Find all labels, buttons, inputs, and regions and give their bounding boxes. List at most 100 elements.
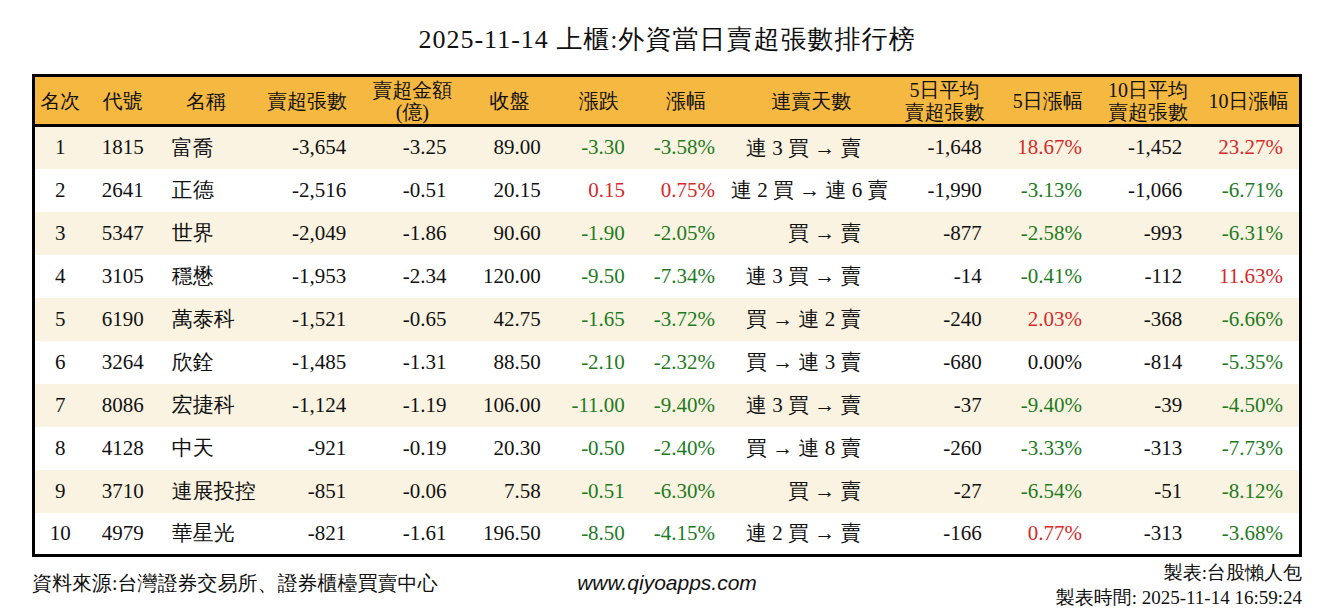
table-cell: -14 xyxy=(891,255,997,298)
table-cell: 2 xyxy=(34,169,86,212)
table-cell: 18.67% xyxy=(998,126,1098,169)
table-row: 11815富喬-3,654-3.2589.00-3.30-3.58%連 3 買 … xyxy=(34,126,1301,169)
table-cell: 23.27% xyxy=(1198,126,1300,169)
table-cell: -821 xyxy=(252,513,362,556)
table-cell: 2.03% xyxy=(998,298,1098,341)
table-cell: 買 → 賣 xyxy=(731,212,891,255)
table-cell: 3264 xyxy=(86,341,160,384)
table-cell: -814 xyxy=(1098,341,1198,384)
column-header-4: 賣超張數 xyxy=(252,76,362,126)
table-cell: -2.32% xyxy=(641,341,731,384)
table-cell: 買 → 賣 xyxy=(731,470,891,513)
column-header-3: 名稱 xyxy=(160,76,252,126)
table-cell: -1.65 xyxy=(557,298,641,341)
table-cell: 4979 xyxy=(86,513,160,556)
table-cell: 7 xyxy=(34,384,86,427)
table-cell: 3 xyxy=(34,212,86,255)
table-cell: -1,066 xyxy=(1098,169,1198,212)
table-cell: 買 → 連 2 賣 xyxy=(731,298,891,341)
table-cell: -0.41% xyxy=(998,255,1098,298)
table-cell: -1,521 xyxy=(252,298,362,341)
table-cell: 10 xyxy=(34,513,86,556)
table-cell: 89.00 xyxy=(462,126,556,169)
table-row: 35347世界-2,049-1.8690.60-1.90-2.05%買 → 賣-… xyxy=(34,212,1301,255)
column-header-10: 5日平均 賣超張數 xyxy=(891,76,997,126)
table-cell: -680 xyxy=(891,341,997,384)
table-cell: -8.12% xyxy=(1198,470,1300,513)
table-cell: -7.34% xyxy=(641,255,731,298)
table-cell: 富喬 xyxy=(160,126,252,169)
table-cell: -6.31% xyxy=(1198,212,1300,255)
table-row: 43105穩懋-1,953-2.34120.00-9.50-7.34%連 3 買… xyxy=(34,255,1301,298)
table-cell: -11.00 xyxy=(557,384,641,427)
table-cell: 4 xyxy=(34,255,86,298)
table-cell: 0.77% xyxy=(998,513,1098,556)
table-cell: -921 xyxy=(252,427,362,470)
table-cell: 8 xyxy=(34,427,86,470)
table-cell: 5347 xyxy=(86,212,160,255)
table-cell: -1,485 xyxy=(252,341,362,384)
table-cell: 90.60 xyxy=(462,212,556,255)
table-cell: 7.58 xyxy=(462,470,556,513)
table-cell: -1.31 xyxy=(362,341,462,384)
column-header-7: 漲跌 xyxy=(557,76,641,126)
column-header-1: 名次 xyxy=(34,76,86,126)
table-cell: -2.05% xyxy=(641,212,731,255)
table-cell: -0.65 xyxy=(362,298,462,341)
table-cell: 8086 xyxy=(86,384,160,427)
table-cell: -2.34 xyxy=(362,255,462,298)
table-cell: 20.30 xyxy=(462,427,556,470)
column-header-9: 連賣天數 xyxy=(731,76,891,126)
column-header-12: 10日平均 賣超張數 xyxy=(1098,76,1198,126)
table-cell: -2,049 xyxy=(252,212,362,255)
table-cell: 11.63% xyxy=(1198,255,1300,298)
table-cell: 9 xyxy=(34,470,86,513)
table-cell: 4128 xyxy=(86,427,160,470)
table-cell: 1815 xyxy=(86,126,160,169)
table-cell: 0.00% xyxy=(998,341,1098,384)
column-header-8: 漲幅 xyxy=(641,76,731,126)
table-cell: -0.50 xyxy=(557,427,641,470)
table-cell: -0.06 xyxy=(362,470,462,513)
table-cell: -3.72% xyxy=(641,298,731,341)
table-cell: 世界 xyxy=(160,212,252,255)
table-cell: -6.71% xyxy=(1198,169,1300,212)
table-cell: -1,648 xyxy=(891,126,997,169)
table-header: 名次代號名稱賣超張數賣超金額 (億)收盤漲跌漲幅連賣天數5日平均 賣超張數5日漲… xyxy=(34,76,1301,126)
table-cell: 120.00 xyxy=(462,255,556,298)
table-cell: -6.30% xyxy=(641,470,731,513)
table-row: 56190萬泰科-1,521-0.6542.75-1.65-3.72%買 → 連… xyxy=(34,298,1301,341)
table-cell: -1.86 xyxy=(362,212,462,255)
table-cell: -260 xyxy=(891,427,997,470)
table-row: 93710連展投控-851-0.067.58-0.51-6.30%買 → 賣-2… xyxy=(34,470,1301,513)
table-cell: -51 xyxy=(1098,470,1198,513)
table-cell: -112 xyxy=(1098,255,1198,298)
maker-label: 製表:台股懶人包 xyxy=(1056,560,1302,585)
table-cell: -37 xyxy=(891,384,997,427)
table-cell: -27 xyxy=(891,470,997,513)
table-cell: -2.58% xyxy=(998,212,1098,255)
table-row: 78086宏捷科-1,124-1.19106.00-11.00-9.40%連 3… xyxy=(34,384,1301,427)
table-cell: 106.00 xyxy=(462,384,556,427)
table-cell: -39 xyxy=(1098,384,1198,427)
table-cell: 5 xyxy=(34,298,86,341)
table-cell: -3.33% xyxy=(998,427,1098,470)
table-cell: -313 xyxy=(1098,427,1198,470)
table-cell: -6.66% xyxy=(1198,298,1300,341)
table-cell: 42.75 xyxy=(462,298,556,341)
table-cell: 連 2 買 → 賣 xyxy=(731,513,891,556)
table-cell: -4.50% xyxy=(1198,384,1300,427)
table-cell: 0.15 xyxy=(557,169,641,212)
table-cell: -1.61 xyxy=(362,513,462,556)
table-cell: 1 xyxy=(34,126,86,169)
table-cell: 6 xyxy=(34,341,86,384)
table-cell: -6.54% xyxy=(998,470,1098,513)
table-cell: -9.40% xyxy=(998,384,1098,427)
table-cell: -0.51 xyxy=(362,169,462,212)
table-cell: -3.30 xyxy=(557,126,641,169)
column-header-6: 收盤 xyxy=(462,76,556,126)
table-cell: 3710 xyxy=(86,470,160,513)
table-cell: -9.40% xyxy=(641,384,731,427)
table-cell: -1,990 xyxy=(891,169,997,212)
credit-block: 製表:台股懶人包 製表時間: 2025-11-14 16:59:24 xyxy=(1056,560,1302,610)
